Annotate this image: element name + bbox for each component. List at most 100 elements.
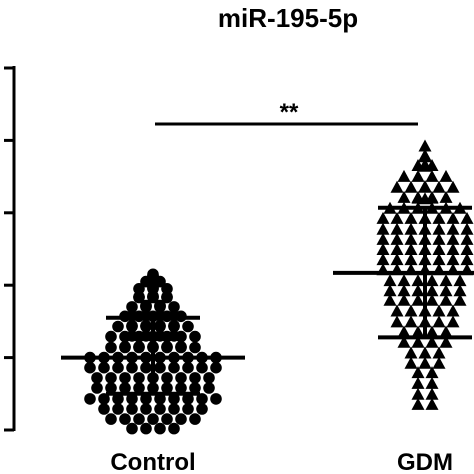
point-gdm-72 [383, 274, 397, 287]
point-gdm-108 [404, 346, 418, 359]
point-control-115 [210, 393, 222, 405]
point-gdm-51 [376, 243, 390, 255]
data-points [84, 139, 474, 435]
point-control-67 [189, 341, 201, 354]
point-gdm-31 [390, 211, 404, 224]
point-control-97 [91, 382, 103, 394]
point-control-80 [112, 361, 124, 374]
point-control-40 [126, 320, 138, 333]
point-gdm-57 [460, 243, 474, 255]
point-control-39 [112, 320, 124, 333]
point-gdm-37 [376, 222, 390, 235]
point-gdm-73 [397, 274, 411, 287]
point-gdm-101 [411, 325, 425, 338]
point-control-86 [196, 361, 208, 374]
point-control-112 [168, 393, 180, 405]
point-control-63 [133, 341, 145, 354]
point-control-24 [154, 301, 166, 313]
point-control-98 [105, 382, 117, 394]
point-control-132 [140, 422, 152, 435]
point-control-102 [161, 382, 173, 394]
point-gdm-7 [397, 169, 411, 182]
significance-label: ** [280, 99, 299, 126]
point-control-103 [175, 382, 187, 394]
point-gdm-42 [446, 222, 460, 235]
point-gdm-48 [432, 232, 446, 245]
point-control-123 [196, 403, 208, 415]
point-gdm-34 [432, 211, 446, 224]
point-gdm-30 [376, 211, 390, 224]
point-gdm-118 [411, 387, 425, 400]
point-gdm-109 [418, 346, 432, 359]
y-axis [4, 66, 16, 432]
point-control-113 [182, 393, 194, 405]
point-control-81 [126, 361, 138, 374]
point-gdm-90 [390, 304, 404, 317]
point-control-131 [126, 422, 138, 435]
point-control-124 [105, 413, 117, 425]
point-gdm-75 [425, 274, 439, 287]
point-gdm-112 [418, 356, 432, 369]
point-control-49 [105, 330, 117, 343]
point-control-42 [154, 320, 166, 333]
point-gdm-113 [432, 356, 446, 369]
point-gdm-9 [425, 169, 439, 182]
point-control-91 [133, 372, 145, 384]
point-control-95 [189, 372, 201, 384]
point-gdm-121 [425, 397, 439, 410]
point-control-15 [133, 291, 145, 304]
point-control-118 [126, 403, 138, 415]
point-gdm-39 [404, 222, 418, 235]
point-gdm-94 [446, 304, 460, 317]
point-gdm-98 [432, 315, 446, 328]
point-control-106 [84, 393, 96, 405]
point-control-43 [168, 320, 180, 333]
point-control-129 [175, 413, 187, 425]
point-gdm-76 [439, 274, 453, 287]
point-gdm-88 [439, 293, 453, 306]
point-control-130 [189, 413, 201, 425]
point-control-83 [154, 361, 166, 374]
point-gdm-119 [425, 387, 439, 400]
point-control-85 [182, 361, 194, 374]
point-control-23 [140, 301, 152, 313]
point-control-22 [126, 301, 138, 313]
point-gdm-62 [432, 253, 446, 266]
point-control-104 [189, 382, 201, 394]
point-control-110 [140, 393, 152, 405]
point-gdm-13 [404, 180, 418, 193]
point-control-41 [140, 320, 152, 333]
point-control-65 [161, 341, 173, 354]
point-control-109 [126, 393, 138, 405]
point-gdm-5 [418, 159, 432, 172]
point-gdm-99 [446, 315, 460, 328]
point-control-134 [168, 422, 180, 435]
point-gdm-83 [453, 284, 467, 297]
x-category-label-gdm: GDM [397, 449, 453, 474]
point-gdm-56 [446, 243, 460, 255]
point-gdm-110 [432, 346, 446, 359]
point-gdm-36 [460, 211, 474, 224]
point-gdm-44 [376, 232, 390, 245]
point-control-8 [133, 283, 145, 295]
point-control-17 [161, 291, 173, 304]
point-control-78 [84, 361, 96, 374]
point-control-105 [203, 382, 215, 394]
point-control-51 [133, 330, 145, 343]
point-control-128 [161, 413, 173, 425]
point-gdm-14 [418, 180, 432, 193]
point-gdm-64 [460, 253, 474, 266]
point-control-25 [168, 301, 180, 313]
point-gdm-89 [453, 293, 467, 306]
point-gdm-106 [425, 335, 439, 348]
point-control-66 [175, 341, 187, 354]
point-control-44 [182, 320, 194, 333]
point-gdm-35 [446, 211, 460, 224]
point-gdm-85 [397, 293, 411, 306]
point-gdm-52 [390, 243, 404, 255]
point-gdm-10 [439, 169, 453, 182]
point-gdm-49 [446, 232, 460, 245]
point-gdm-104 [397, 335, 411, 348]
point-gdm-79 [397, 284, 411, 297]
